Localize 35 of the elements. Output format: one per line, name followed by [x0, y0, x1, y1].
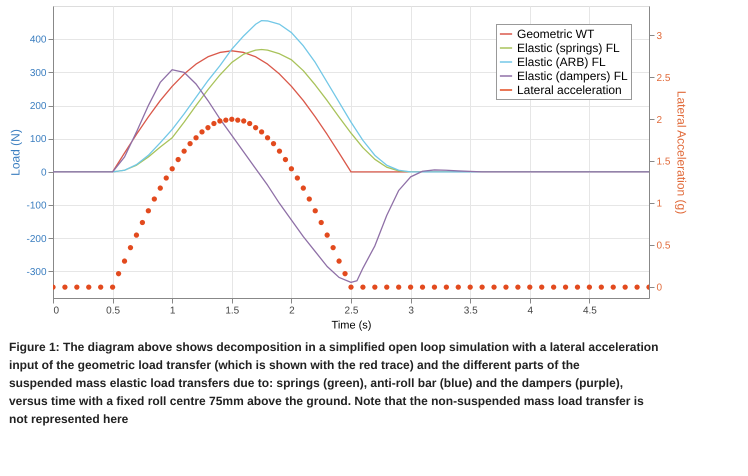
y2-tick-label: 2.5 — [656, 72, 671, 84]
y-tick-label: -300 — [26, 266, 47, 278]
x-tick-label: 4 — [528, 306, 534, 316]
legend-label: Lateral acceleration — [517, 83, 622, 97]
y-tick-label: 0 — [40, 167, 47, 178]
y-tick-label: 100 — [30, 134, 47, 146]
y2-tick-label: 3 — [656, 30, 662, 42]
y2-tick-label: 2 — [656, 114, 662, 126]
x-tick-label: 3.5 — [464, 306, 478, 316]
y-tick-label: -200 — [26, 234, 47, 245]
y2-axis-title: Lateral Acceleration (g) — [674, 90, 688, 214]
y2-tick-label: 0 — [656, 282, 662, 294]
y2-tick-label: 1 — [656, 198, 662, 210]
x-axis-title: Time (s) — [332, 320, 372, 332]
x-tick-label: 0.5 — [106, 306, 120, 316]
y-tick-label: 300 — [30, 68, 47, 79]
y-axis-title: Load (N) — [8, 129, 22, 176]
x-tick-label: 1.5 — [225, 306, 240, 316]
x-tick-label: 1 — [170, 306, 176, 316]
legend-label: Elastic (ARB) FL — [517, 55, 606, 69]
legend-label: Geometric WT — [517, 27, 596, 41]
legend-label: Elastic (dampers) FL — [517, 69, 628, 83]
line-series — [53, 69, 649, 284]
y-tick-label: 400 — [30, 34, 47, 46]
x-tick-label: 3 — [408, 306, 414, 316]
x-tick-label: 0 — [54, 306, 60, 316]
y2-tick-label: 1.5 — [656, 156, 671, 168]
caption: Figure 1: The diagram above shows decomposition in a simplified open loop simulation with a lateral acceleration input of the geometric load transfer (which is shown with the red trace) and the different parts of the suspended mass elastic load transfers due to: springs (green), anti-roll bar (blue) and the dampers (purple), versus time with a fixed roll centre 75mm above the ground. Note that the non-suspended mass load transfer is not represented here — [8, 340, 658, 426]
x-tick-label: 4.5 — [582, 306, 598, 316]
y-tick-label: -100 — [26, 200, 47, 212]
legend-label: Elastic (springs) FL — [517, 41, 620, 55]
y2-tick-label: 0.5 — [656, 240, 671, 252]
y-tick-label: 200 — [30, 101, 47, 112]
x-tick-label: 2 — [289, 306, 296, 316]
x-tick-label: 2.5 — [344, 306, 359, 316]
